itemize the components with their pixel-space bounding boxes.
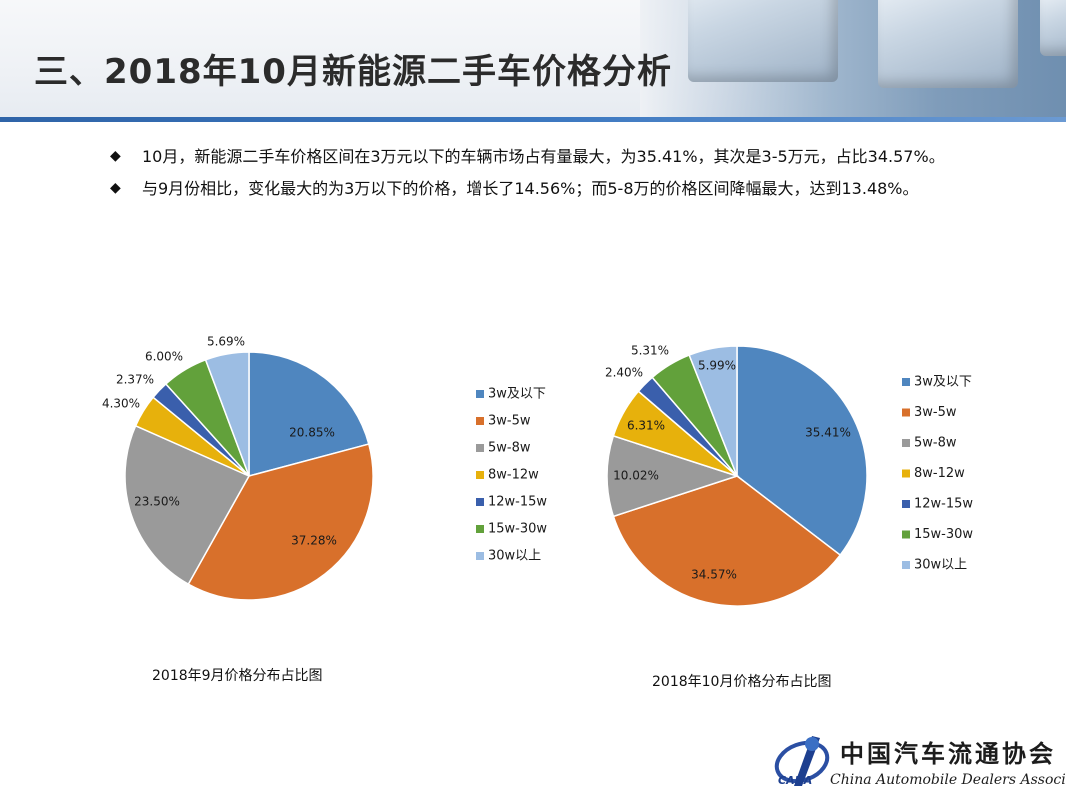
decorative-cube xyxy=(1040,0,1066,56)
legend-swatch-oct-5 xyxy=(902,530,910,539)
legend-label-sep-4: 12w-15w xyxy=(488,495,547,510)
pie-slice-sep-2 xyxy=(124,424,251,586)
decorative-cube xyxy=(878,0,1018,88)
pie-slice-oct-0 xyxy=(736,345,868,557)
bullet-list: ◆ 10月，新能源二手车价格区间在3万元以下的车辆市场占有量最大，为35.41%… xyxy=(110,142,970,206)
bullet-item: ◆ 10月，新能源二手车价格区间在3万元以下的车辆市场占有量最大，为35.41%… xyxy=(110,142,970,171)
legend-swatch-sep-5 xyxy=(476,525,484,533)
data-label-sep-0: 20.85% xyxy=(289,426,335,440)
data-label-oct-3: 6.31% xyxy=(627,419,665,433)
bullet-text: 与9月份相比，变化最大的为3万以下的价格，增长了14.56%；而5-8万的价格区… xyxy=(142,179,919,198)
bullet-item: ◆ 与9月份相比，变化最大的为3万以下的价格，增长了14.56%；而5-8万的价… xyxy=(110,174,970,203)
bullet-text: 10月，新能源二手车价格区间在3万元以下的车辆市场占有量最大，为35.41%，其… xyxy=(142,147,945,166)
legend-swatch-oct-4 xyxy=(902,500,910,508)
logo-abbreviation: CADA xyxy=(778,774,813,787)
legend-label-sep-1: 3w-5w xyxy=(488,414,531,429)
data-label-oct-6: 5.99% xyxy=(698,359,736,373)
decorative-cube xyxy=(688,0,838,82)
data-label-sep-3: 4.30% xyxy=(102,397,140,411)
legend-label-oct-6: 30w以上 xyxy=(914,558,967,573)
legend-label-sep-2: 5w-8w xyxy=(488,441,531,456)
legend-swatch-oct-3 xyxy=(902,469,910,478)
legend-swatch-sep-1 xyxy=(476,417,484,425)
legend-label-oct-2: 5w-8w xyxy=(914,436,957,451)
diamond-bullet-icon: ◆ xyxy=(110,180,121,196)
data-label-sep-2: 23.50% xyxy=(134,495,180,509)
legend-label-sep-0: 3w及以下 xyxy=(488,387,546,402)
pie-slice-sep-6 xyxy=(204,351,250,477)
legend-label-oct-0: 3w及以下 xyxy=(914,375,972,390)
data-label-oct-5: 5.31% xyxy=(631,344,669,358)
legend-label-sep-5: 15w-30w xyxy=(488,522,547,537)
pie-slice-oct-1 xyxy=(612,475,842,607)
legend-swatch-sep-4 xyxy=(476,498,484,506)
logo-name-chinese: 中国汽车流通协会 xyxy=(840,739,1056,768)
legend-swatch-oct-0 xyxy=(902,378,910,386)
header-divider xyxy=(0,117,1066,122)
legend-swatch-sep-0 xyxy=(476,390,484,398)
legend-label-oct-4: 12w-15w xyxy=(914,497,973,512)
legend-label-oct-5: 15w-30w xyxy=(914,527,973,542)
legend-swatch-sep-2 xyxy=(476,444,484,452)
pie-slice-oct-6 xyxy=(688,345,738,477)
data-label-oct-0: 35.41% xyxy=(805,426,851,440)
data-label-oct-4: 2.40% xyxy=(605,366,643,380)
data-label-sep-5: 6.00% xyxy=(145,350,183,364)
data-label-sep-1: 37.28% xyxy=(291,534,337,548)
pie-slice-sep-0 xyxy=(248,351,370,477)
diamond-bullet-icon: ◆ xyxy=(110,148,121,164)
data-label-oct-1: 34.57% xyxy=(691,568,737,582)
legend-swatch-oct-6 xyxy=(902,561,910,569)
legend-label-sep-6: 30w以上 xyxy=(488,549,541,564)
legend-swatch-oct-1 xyxy=(902,408,910,417)
legend-label-oct-1: 3w-5w xyxy=(914,405,957,420)
legend-label-sep-3: 8w-12w xyxy=(488,468,539,483)
data-label-oct-2: 10.02% xyxy=(613,469,659,483)
header-background-image xyxy=(640,0,1066,118)
pie-slice-sep-1 xyxy=(187,443,374,601)
slide-header: 三、2018年10月新能源二手车价格分析 xyxy=(0,0,1066,122)
data-label-sep-6: 5.69% xyxy=(207,335,245,349)
legend-swatch-oct-2 xyxy=(902,439,910,447)
chart-caption-october: 2018年10月价格分布占比图 xyxy=(652,674,832,690)
legend-label-oct-3: 8w-12w xyxy=(914,466,965,481)
chart-caption-september: 2018年9月价格分布占比图 xyxy=(152,668,323,684)
legend-swatch-sep-6 xyxy=(476,552,484,560)
legend-swatch-sep-3 xyxy=(476,471,484,479)
pie-slice-oct-2 xyxy=(606,434,740,518)
page-title: 三、2018年10月新能源二手车价格分析 xyxy=(34,52,672,92)
logo-name-english: China Automobile Dealers Association xyxy=(830,772,1066,788)
cada-emblem-icon xyxy=(774,736,830,786)
data-label-sep-4: 2.37% xyxy=(116,373,154,387)
association-logo: CADA 中国汽车流通协会 China Automobile Dealers A… xyxy=(772,728,1066,800)
